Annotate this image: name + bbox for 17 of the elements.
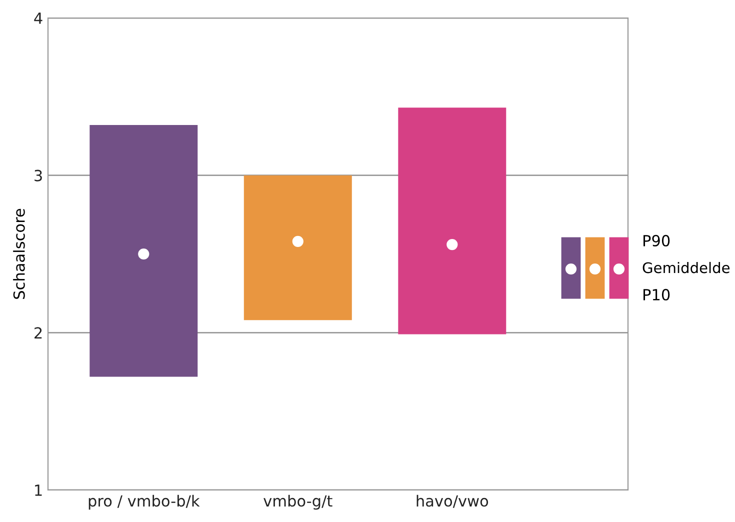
point — [292, 236, 304, 247]
point — [446, 239, 458, 250]
x-tick-label: havo/vwo — [416, 494, 488, 508]
legend-label: Gemiddelde — [642, 262, 730, 274]
bar — [244, 175, 352, 320]
bar — [398, 108, 506, 334]
x-tick-label: vmbo-g/t — [264, 494, 332, 510]
text: P90 — [644, 234, 670, 246]
y-tick-label: 4 — [34, 12, 42, 24]
point — [138, 248, 150, 260]
x-tick-label: pro / vmbo-b/k — [88, 494, 200, 510]
y-tick-label: 1 — [35, 484, 42, 496]
y-tick-label: 2 — [34, 327, 42, 338]
y-tick-label: 3 — [34, 170, 42, 182]
y-axis-title: Schaalscore — [13, 208, 25, 299]
bar — [90, 124, 198, 377]
text: P10 — [644, 288, 670, 300]
